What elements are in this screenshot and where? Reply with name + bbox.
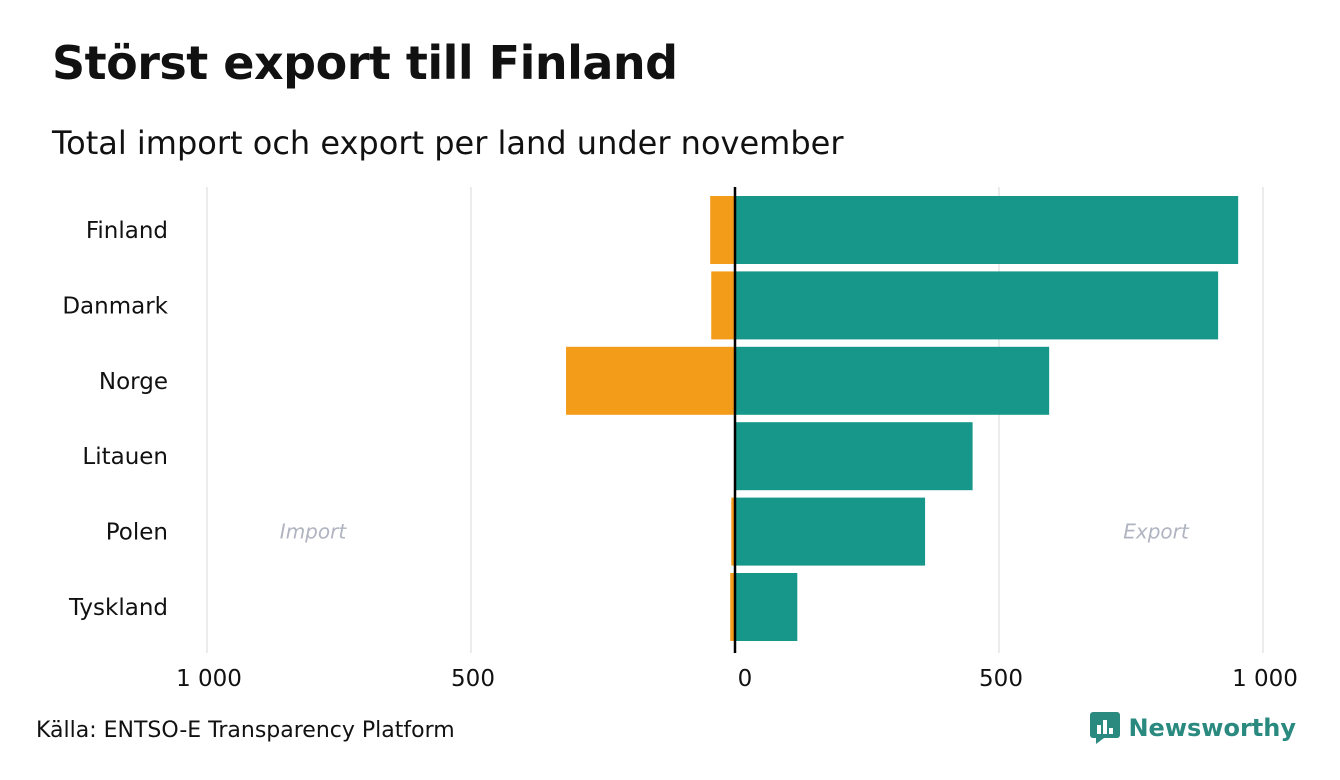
import-bar [710,196,735,264]
export-bar [735,346,1050,415]
brand-logo: Newsworthy [1090,712,1296,744]
import-bar [566,346,735,415]
newsworthy-logo-icon [1090,712,1121,744]
chart-subtitle: Total import och export per land under n… [52,124,844,162]
import-bar [711,271,735,340]
x-tick-label: 500 [451,666,495,692]
export-bar [735,271,1219,340]
x-tick-label: 1 000 [176,666,242,692]
category-label: Litauen [82,444,168,470]
export-bar [735,573,798,641]
category-label: Danmark [62,293,168,319]
brand-name: Newsworthy [1128,714,1296,742]
category-label: Tyskland [68,595,168,621]
category-label: Finland [86,218,168,244]
export-bar [735,422,973,491]
import-bar [730,573,735,641]
category-label: Polen [106,520,168,546]
export-side-label: Export [1123,520,1190,544]
category-label: Norge [99,369,168,395]
source-note: Källa: ENTSO-E Transparency Platform [36,718,455,743]
import-side-label: Import [280,520,348,544]
export-bar [735,497,926,566]
x-tick-label: 500 [979,666,1023,692]
x-tick-label: 0 [738,666,753,692]
x-tick-label: 1 000 [1232,666,1298,692]
import-bar [731,497,735,566]
export-bar [735,196,1239,264]
chart-title: Störst export till Finland [52,36,678,90]
